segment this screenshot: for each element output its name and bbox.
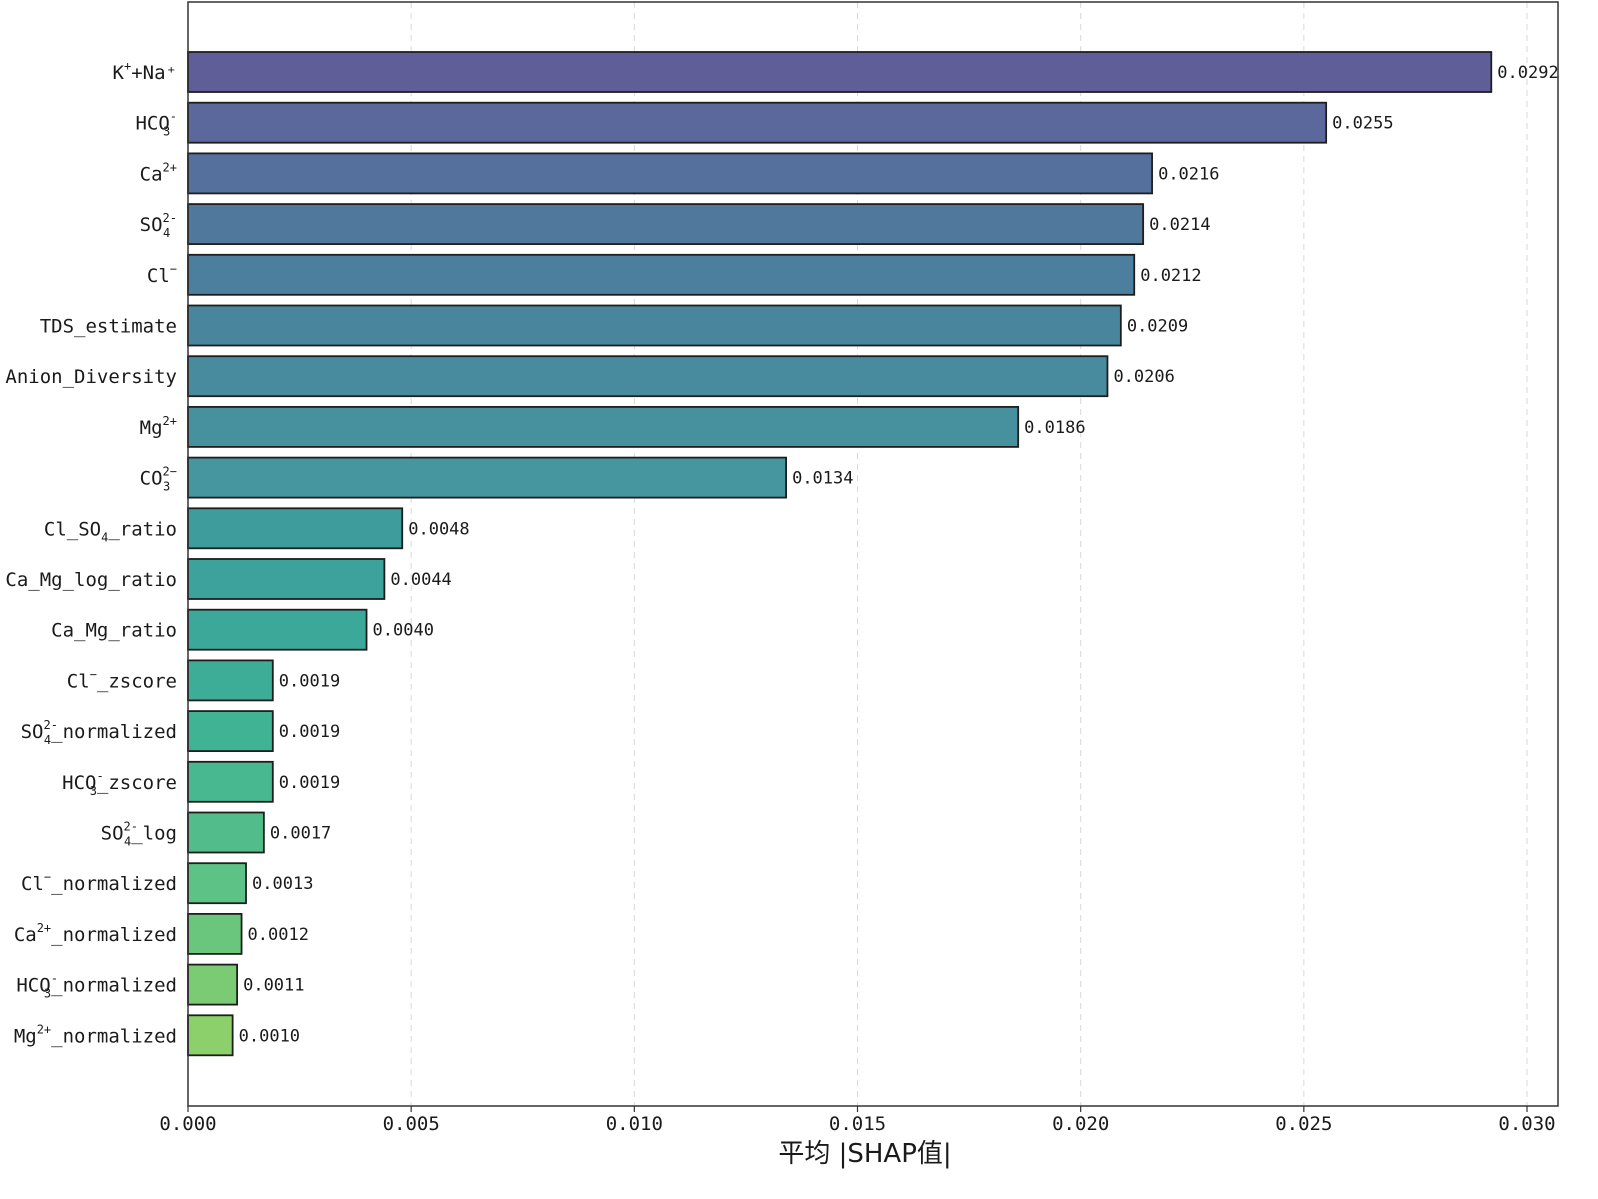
bar xyxy=(187,253,1136,296)
value-label: 0.0255 xyxy=(1332,114,1393,134)
value-label: 0.0214 xyxy=(1149,215,1210,235)
bar xyxy=(187,710,274,752)
category-label: Ca2+ xyxy=(140,160,177,185)
bar xyxy=(187,760,274,803)
category-label: CO2− 3 xyxy=(140,465,177,494)
category-label: K++Na⁺ xyxy=(113,59,177,84)
category-label: Cl_SO4_ratio xyxy=(44,518,177,544)
x-tick-label: 0.015 xyxy=(829,1113,886,1135)
x-tick-label: 0.030 xyxy=(1498,1113,1555,1135)
bar xyxy=(187,1014,234,1057)
category-label: SO2-4 xyxy=(140,211,177,240)
value-label: 0.0292 xyxy=(1497,63,1558,83)
bar xyxy=(187,203,1145,246)
bar xyxy=(187,608,368,651)
bar xyxy=(187,456,787,499)
bar xyxy=(187,51,1493,93)
category-label: Cl− xyxy=(147,262,177,287)
value-label: 0.0040 xyxy=(373,621,434,641)
bar xyxy=(187,811,265,854)
bar xyxy=(187,862,247,905)
category-label: SO2-4_normalized xyxy=(21,718,177,747)
value-label: 0.0019 xyxy=(279,722,340,742)
value-labels: 0.0292 0.0255 0.0216 0.0214 0.0212 0.0209 0.02… xyxy=(239,63,1559,1046)
value-label: 0.0012 xyxy=(248,925,309,945)
bar xyxy=(187,507,404,550)
bar xyxy=(187,558,386,600)
bar xyxy=(187,304,1122,347)
value-label: 0.0212 xyxy=(1140,266,1201,286)
category-label: HCO-3 xyxy=(135,110,177,139)
x-tick-label: 0.005 xyxy=(383,1113,440,1135)
value-label: 0.0048 xyxy=(408,519,469,539)
x-axis-title: 平均 |SHAP值| xyxy=(778,1139,951,1169)
bar xyxy=(187,405,1020,448)
category-labels: K++Na⁺ HCO-3 Ca2+ SO2-4 Cl− TDS_estimate Anion… xyxy=(5,59,177,1047)
bars-group xyxy=(187,51,1493,1057)
x-axis-ticks: 0.000 0.005 0.010 0.015 0.020 0.025 0.030 xyxy=(159,1106,1556,1135)
value-label: 0.0044 xyxy=(390,570,451,590)
value-label: 0.0011 xyxy=(243,976,304,996)
value-label: 0.0206 xyxy=(1113,367,1174,387)
value-label: 0.0209 xyxy=(1127,317,1188,337)
x-tick-label: 0.025 xyxy=(1275,1113,1332,1135)
category-label: Ca_Mg_ratio xyxy=(51,620,177,642)
category-label: Mg2+_normalized xyxy=(14,1022,177,1047)
value-label: 0.0019 xyxy=(279,671,340,691)
bar xyxy=(187,355,1109,398)
bar xyxy=(187,152,1153,195)
x-tick-label: 0.020 xyxy=(1052,1113,1109,1135)
bar xyxy=(187,913,243,955)
x-tick-label: 0.000 xyxy=(159,1113,216,1135)
category-label: SO2-4_log xyxy=(101,820,177,849)
value-label: 0.0134 xyxy=(792,469,853,489)
category-label: HCO-3_zscore xyxy=(62,769,177,798)
category-label: Mg2+ xyxy=(140,414,177,439)
category-label: Cl−_normalized xyxy=(21,870,177,895)
bar xyxy=(187,659,274,702)
grid-lines xyxy=(410,2,1528,1106)
category-label: HCO-3_normalized xyxy=(16,972,177,1001)
plot-frame xyxy=(187,1,1559,1107)
category-label: TDS_estimate xyxy=(40,316,177,338)
category-label: Anion_Diversity xyxy=(5,366,177,388)
value-label: 0.0013 xyxy=(252,874,313,894)
value-label: 0.0186 xyxy=(1024,418,1085,438)
value-label: 0.0010 xyxy=(239,1026,300,1046)
category-label: Ca2+_normalized xyxy=(14,921,177,946)
value-label: 0.0017 xyxy=(270,824,331,844)
category-label: Cl−_zscore xyxy=(67,667,177,692)
value-label: 0.0216 xyxy=(1158,164,1219,184)
bar xyxy=(187,101,1328,144)
value-label: 0.0019 xyxy=(279,773,340,793)
category-label: Ca_Mg_log_ratio xyxy=(5,569,177,591)
bar xyxy=(187,963,238,1006)
x-tick-label: 0.010 xyxy=(606,1113,663,1135)
